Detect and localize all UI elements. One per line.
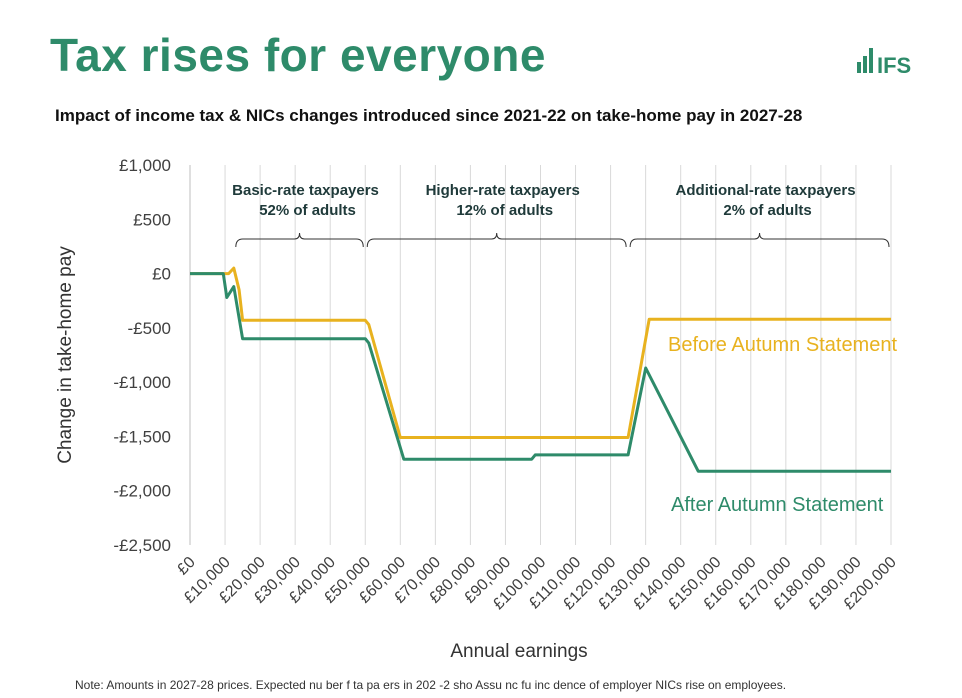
bracket-brace xyxy=(366,232,627,248)
bracket-label-share: 12% of adults xyxy=(456,202,553,219)
series-label-after: After Autumn Statement xyxy=(671,494,884,516)
y-tick-label: -£2,500 xyxy=(113,536,171,555)
bracket-label-group: Additional-rate taxpayers xyxy=(676,182,856,199)
chart-subtitle: Impact of income tax & NICs changes intr… xyxy=(55,106,803,125)
ifs-logo: IFS xyxy=(857,48,911,76)
x-axis-title: Annual earnings xyxy=(450,641,587,662)
y-tick-label: -£500 xyxy=(128,319,171,338)
y-tick-label: -£1,000 xyxy=(113,373,171,392)
bracket-brace xyxy=(235,232,364,248)
y-tick-label: £500 xyxy=(133,210,171,229)
series-label-before: Before Autumn Statement xyxy=(668,334,897,356)
x-tick-label: £0 xyxy=(174,554,199,579)
y-tick-label: -£2,000 xyxy=(113,482,171,501)
y-axis-title: Change in take-home pay xyxy=(55,246,76,464)
series-line-after xyxy=(190,272,891,473)
bracket-label-share: 2% of adults xyxy=(723,202,811,219)
y-tick-label: £1,000 xyxy=(119,156,171,175)
slide-title: Tax rises for everyone xyxy=(50,29,546,81)
y-tick-label: -£1,500 xyxy=(113,427,171,446)
logo-text: IFS xyxy=(877,53,911,76)
footer-note: Note: Amounts in 2027-28 prices. Expecte… xyxy=(75,678,787,692)
bracket-label-group: Basic-rate taxpayers xyxy=(232,182,379,199)
bracket-label-group: Higher-rate taxpayers xyxy=(426,182,580,199)
series-line-before xyxy=(190,266,891,439)
y-tick-label: £0 xyxy=(152,265,171,284)
bracket-label-share: 52% of adults xyxy=(259,202,356,219)
bracket-brace xyxy=(629,232,890,248)
